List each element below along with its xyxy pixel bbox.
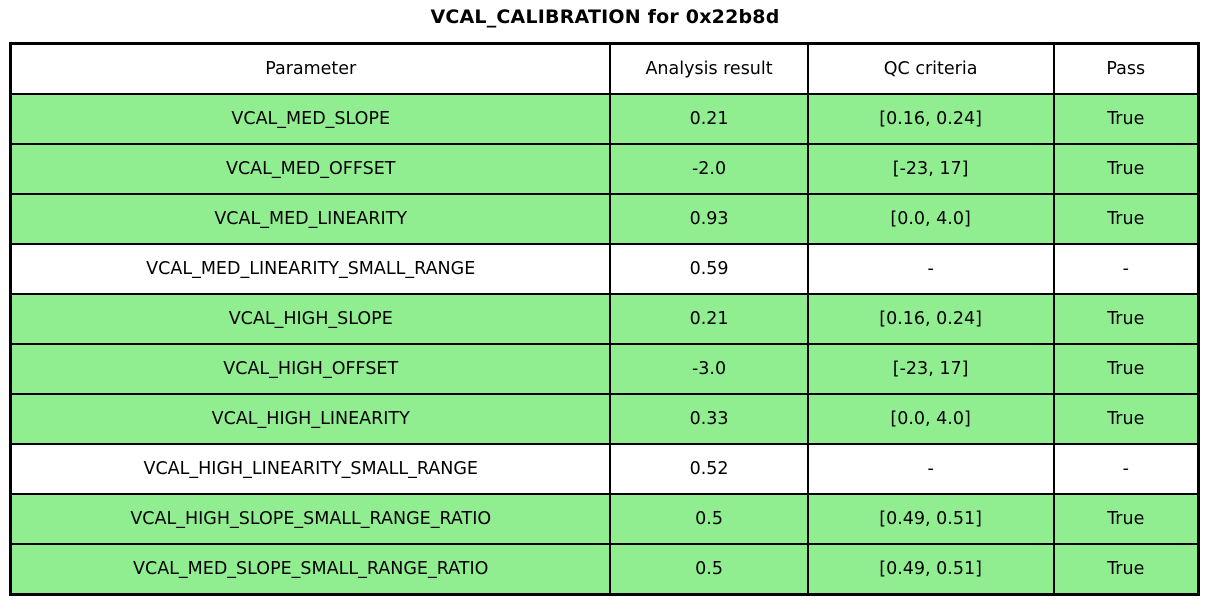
result-cell: -3.0: [609, 343, 809, 395]
table-row: VCAL_MED_LINEARITY 0.93 [0.0, 4.0] True: [9, 193, 1200, 245]
pass-cell: True: [1052, 493, 1200, 545]
criteria-cell: -: [806, 443, 1055, 495]
parameter-cell: VCAL_MED_LINEARITY_SMALL_RANGE: [9, 243, 612, 295]
pass-cell: -: [1052, 443, 1200, 495]
page-title: VCAL_CALIBRATION for 0x22b8d: [430, 6, 780, 28]
pass-cell: True: [1052, 93, 1200, 145]
criteria-cell: [-23, 17]: [806, 143, 1055, 195]
result-cell: 0.21: [609, 293, 809, 345]
header-analysis-result: Analysis result: [609, 42, 809, 95]
parameter-cell: VCAL_HIGH_SLOPE_SMALL_RANGE_RATIO: [9, 493, 612, 545]
table-row: VCAL_HIGH_OFFSET -3.0 [-23, 17] True: [9, 343, 1200, 395]
criteria-cell: [-23, 17]: [806, 343, 1055, 395]
result-cell: 0.5: [609, 543, 809, 596]
result-cell: 0.59: [609, 243, 809, 295]
table-row: VCAL_MED_SLOPE_SMALL_RANGE_RATIO 0.5 [0.49…: [9, 543, 1200, 596]
pass-cell: True: [1052, 543, 1200, 596]
pass-cell: -: [1052, 243, 1200, 295]
pass-cell: True: [1052, 393, 1200, 445]
parameter-cell: VCAL_MED_LINEARITY: [9, 193, 612, 245]
table-row: VCAL_HIGH_SLOPE 0.21 [0.16, 0.24] True: [9, 293, 1200, 345]
result-cell: 0.52: [609, 443, 809, 495]
header-parameter: Parameter: [9, 42, 612, 95]
result-cell: -2.0: [609, 143, 809, 195]
criteria-cell: [0.0, 4.0]: [806, 193, 1055, 245]
table-header: Parameter Analysis result QC criteria Pa…: [9, 42, 1200, 95]
table-row: VCAL_HIGH_LINEARITY 0.33 [0.0, 4.0] True: [9, 393, 1200, 445]
pass-cell: True: [1052, 193, 1200, 245]
criteria-cell: [0.16, 0.24]: [806, 293, 1055, 345]
parameter-cell: VCAL_HIGH_LINEARITY_SMALL_RANGE: [9, 443, 612, 495]
criteria-cell: [0.0, 4.0]: [806, 393, 1055, 445]
header-row: Parameter Analysis result QC criteria Pa…: [9, 42, 1200, 95]
parameter-cell: VCAL_HIGH_LINEARITY: [9, 393, 612, 445]
result-cell: 0.33: [609, 393, 809, 445]
criteria-cell: [0.49, 0.51]: [806, 493, 1055, 545]
parameter-cell: VCAL_HIGH_SLOPE: [9, 293, 612, 345]
criteria-cell: -: [806, 243, 1055, 295]
criteria-cell: [0.49, 0.51]: [806, 543, 1055, 596]
pass-cell: True: [1052, 293, 1200, 345]
parameter-cell: VCAL_MED_OFFSET: [9, 143, 612, 195]
calibration-table: Parameter Analysis result QC criteria Pa…: [9, 42, 1200, 596]
table-row: VCAL_MED_SLOPE 0.21 [0.16, 0.24] True: [9, 93, 1200, 145]
table-row: VCAL_HIGH_SLOPE_SMALL_RANGE_RATIO 0.5 [0.4…: [9, 493, 1200, 545]
table-row: VCAL_MED_OFFSET -2.0 [-23, 17] True: [9, 143, 1200, 195]
table-row: VCAL_HIGH_LINEARITY_SMALL_RANGE 0.52- -: [9, 443, 1200, 495]
result-cell: 0.93: [609, 193, 809, 245]
result-cell: 0.5: [609, 493, 809, 545]
result-cell: 0.21: [609, 93, 809, 145]
header-pass: Pass: [1052, 42, 1200, 95]
parameter-cell: VCAL_MED_SLOPE_SMALL_RANGE_RATIO: [9, 543, 612, 596]
header-qc-criteria: QC criteria: [806, 42, 1055, 95]
table-row: VCAL_MED_LINEARITY_SMALL_RANGE 0.59- -: [9, 243, 1200, 295]
criteria-cell: [0.16, 0.24]: [806, 93, 1055, 145]
pass-cell: True: [1052, 343, 1200, 395]
pass-cell: True: [1052, 143, 1200, 195]
parameter-cell: VCAL_HIGH_OFFSET: [9, 343, 612, 395]
parameter-cell: VCAL_MED_SLOPE: [9, 93, 612, 145]
table-body: VCAL_MED_SLOPE 0.21 [0.16, 0.24] True VCAL_M…: [9, 93, 1200, 596]
